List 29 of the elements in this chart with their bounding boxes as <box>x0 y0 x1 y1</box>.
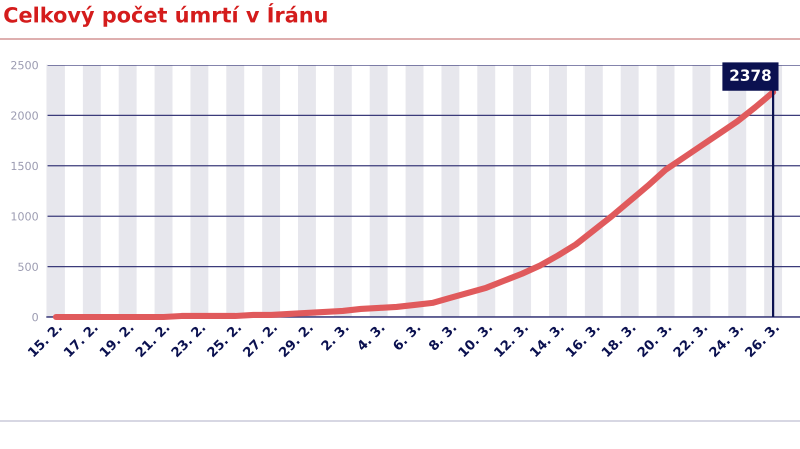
x-tick-label: 17. 2. <box>63 322 98 358</box>
x-tick-label: 6. 3. <box>392 322 421 352</box>
x-tick-label: 24. 3. <box>708 322 744 358</box>
x-tick-label: 20. 3. <box>636 322 672 358</box>
x-tick-label: 25. 2. <box>206 322 242 358</box>
x-tick-label: 29. 2. <box>278 322 314 358</box>
x-tick-label: 21. 2. <box>134 322 170 358</box>
y-tick-label: 2000 <box>11 111 38 120</box>
y-tick-label: 500 <box>18 262 38 271</box>
x-tick-label: 2. 3. <box>320 322 350 351</box>
y-tick-label: 2500 <box>11 60 38 70</box>
x-tick-label: 10. 3. <box>458 322 493 358</box>
x-tick-label: 18. 3. <box>601 322 636 358</box>
x-tick-label: 27. 2. <box>242 322 278 358</box>
x-tick-label: 26. 3. <box>744 322 780 358</box>
chart-title: Celkový počet úmrtí v Íránu <box>4 3 327 27</box>
y-tick-label: 1000 <box>12 212 38 221</box>
x-tick-label: 15. 2. <box>27 322 62 358</box>
x-tick-label: 23. 2. <box>170 322 206 358</box>
x-tick-label: 12. 3. <box>494 322 528 358</box>
y-tick-label: 0 <box>32 312 38 322</box>
x-tick-label: 16. 3. <box>565 322 600 358</box>
ref-line-label: 2378 <box>730 69 771 81</box>
x-tick-label: 4. 3. <box>356 322 385 352</box>
x-tick-label: 14. 3. <box>529 322 564 358</box>
x-tick-label: 22. 3. <box>672 322 708 358</box>
x-tick-label: 8. 3. <box>428 322 457 352</box>
x-tick-label: 19. 2. <box>99 322 134 358</box>
y-tick-label: 1500 <box>12 162 38 170</box>
